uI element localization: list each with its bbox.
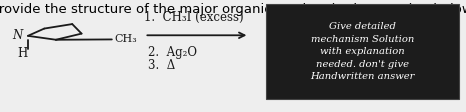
Text: 3.  Δ: 3. Δ bbox=[148, 59, 175, 72]
Text: H: H bbox=[17, 47, 27, 60]
Text: Provide the structure of the major organic product in the reaction below.: Provide the structure of the major organ… bbox=[0, 3, 466, 16]
Text: 2.  Ag₂O: 2. Ag₂O bbox=[148, 46, 197, 59]
Text: Give detailed
mechanism Solution
with explanation
needed. don't give
Handwritten: Give detailed mechanism Solution with ex… bbox=[310, 22, 414, 81]
Text: N: N bbox=[12, 29, 22, 42]
Text: 1.  CH₃I (excess): 1. CH₃I (excess) bbox=[144, 11, 243, 24]
Text: CH₃: CH₃ bbox=[114, 34, 137, 44]
FancyBboxPatch shape bbox=[266, 4, 459, 99]
